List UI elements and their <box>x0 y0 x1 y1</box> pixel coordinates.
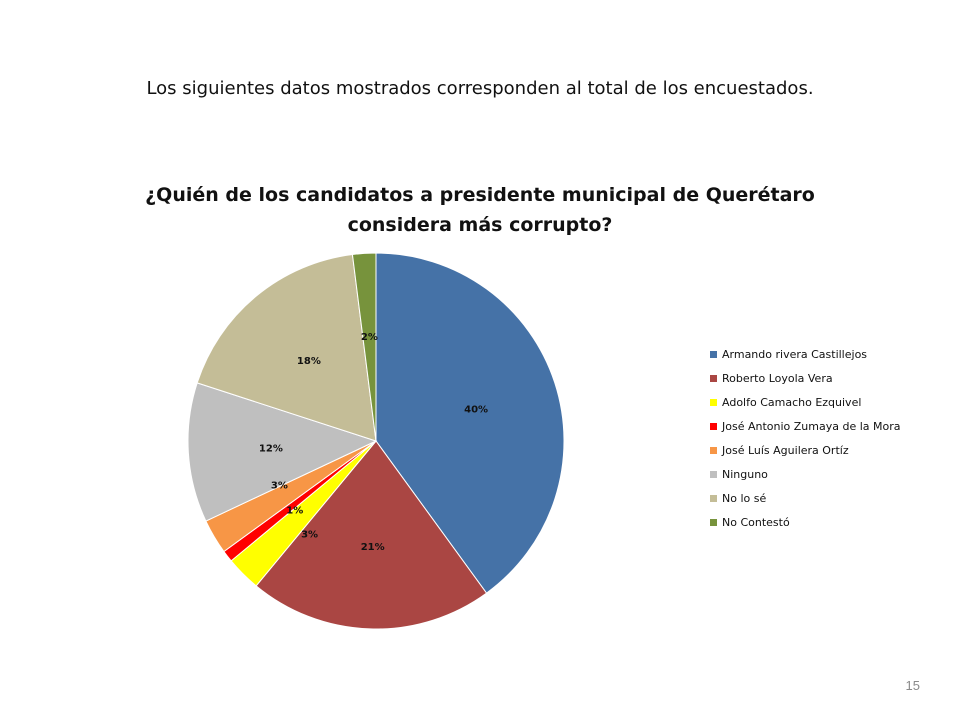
legend-item-4: José Antonio Zumaya de la Mora <box>710 420 940 444</box>
pie-slices <box>187 252 565 630</box>
legend-item-1: Armando rivera Castillejos <box>710 348 940 372</box>
pie-data-label-8: 2% <box>361 332 378 343</box>
legend-label: José Luís Aguilera Ortíz <box>722 444 849 457</box>
legend-item-7: No lo sé <box>710 492 940 516</box>
legend-label: No lo sé <box>722 492 767 505</box>
pie-data-labels: 40% 21% 3% 1% 3% 12% 18% 2% <box>259 332 488 553</box>
legend-swatch <box>710 375 717 382</box>
pie-data-label-1: 40% <box>464 405 488 416</box>
legend-swatch <box>710 519 717 526</box>
legend-label: Roberto Loyola Vera <box>722 372 833 385</box>
legend-label: No Contestó <box>722 516 790 529</box>
pie-data-label-7: 18% <box>297 356 321 367</box>
pie-data-label-2: 21% <box>361 542 385 553</box>
pie-data-label-3: 3% <box>301 529 318 540</box>
pie-data-label-4: 1% <box>286 506 303 517</box>
legend-item-2: Roberto Loyola Vera <box>710 372 940 396</box>
chart-legend: Armando rivera Castillejos Roberto Loyola… <box>710 348 940 540</box>
page-number: 15 <box>905 678 920 693</box>
pie-slice-8 <box>351 252 377 442</box>
legend-item-6: Ninguno <box>710 468 940 492</box>
pie-data-label-5: 3% <box>271 481 288 492</box>
pie-slice-6 <box>187 382 378 522</box>
chart-title-line-2: considera más corrupto? <box>347 214 613 236</box>
chart-title: ¿Quién de los candidatos a presidente mu… <box>130 180 830 240</box>
pie-data-label-6: 12% <box>259 444 283 455</box>
legend-label: Adolfo Camacho Ezquivel <box>722 396 862 409</box>
legend-label: Ninguno <box>722 468 768 481</box>
legend-swatch <box>710 495 717 502</box>
legend-swatch <box>710 351 717 358</box>
legend-swatch <box>710 423 717 430</box>
legend-swatch <box>710 471 717 478</box>
legend-item-5: José Luís Aguilera Ortíz <box>710 444 940 468</box>
legend-swatch <box>710 447 717 454</box>
legend-item-3: Adolfo Camacho Ezquivel <box>710 396 940 420</box>
chart-title-line-1: ¿Quién de los candidatos a presidente mu… <box>145 184 815 206</box>
pie-slice-7 <box>196 253 377 442</box>
legend-label: Armando rivera Castillejos <box>722 348 868 361</box>
legend-label: José Antonio Zumaya de la Mora <box>722 420 901 433</box>
legend-item-8: No Contestó <box>710 516 940 540</box>
pie-slice-2 <box>255 440 488 630</box>
slide-subtitle: Los siguientes datos mostrados correspon… <box>146 78 814 99</box>
pie-slice-1 <box>375 252 565 594</box>
legend-swatch <box>710 399 717 406</box>
